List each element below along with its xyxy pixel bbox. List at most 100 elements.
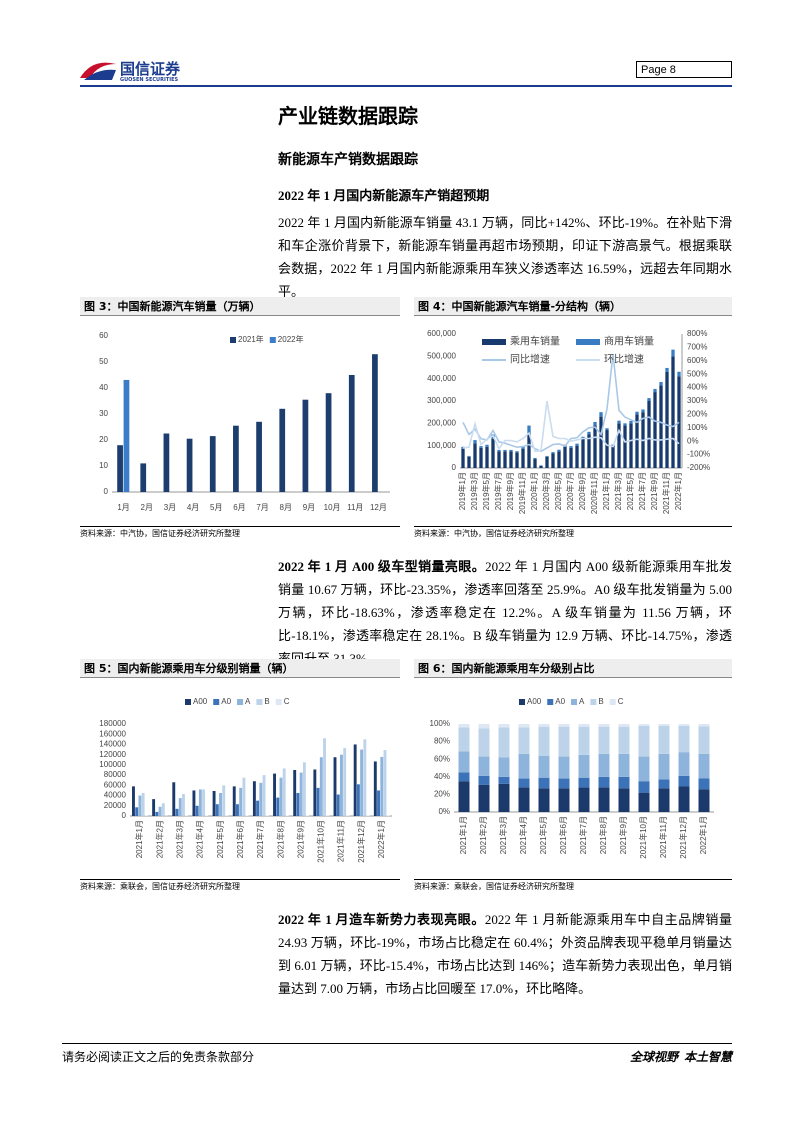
bar (380, 756, 384, 816)
x-tick-label: 2021年11月 (658, 816, 668, 858)
bar (458, 751, 470, 773)
bar (659, 382, 663, 386)
bar (491, 438, 495, 468)
bar (551, 453, 555, 468)
paragraph: 2022 年 1 月造车新势力表现亮眼。2022 年 1 月新能源乘用车中自主品… (278, 908, 732, 1000)
x-tick-label: 2020年11月 (589, 472, 599, 514)
bar (478, 775, 490, 785)
y-tick-label: 140000 (99, 740, 126, 749)
bar (282, 768, 286, 816)
bar (575, 443, 579, 446)
legend-swatch (576, 339, 600, 345)
bar (558, 756, 570, 779)
header-rule (80, 85, 732, 87)
bar (285, 815, 289, 816)
chart: 0 10 20 30 40 50 60 1月 2月 3月 4月 5月 6月 7月 8月 9月 10月 11月 12月… (99, 331, 390, 512)
legend-label: C (618, 697, 624, 706)
legend-label: A (245, 697, 251, 706)
bar (678, 752, 690, 776)
bar (638, 781, 650, 793)
bar (599, 412, 603, 417)
x-tick-label: 7月 (256, 503, 268, 512)
bar (363, 739, 367, 816)
bar (698, 753, 710, 779)
bar (671, 349, 675, 357)
x-tick-label: 10月 (324, 503, 341, 512)
bar (205, 815, 209, 816)
figure-title: 图 5：国内新能源乘用车分级别销量（辆） (80, 659, 400, 678)
x-tick-label: 2019年11月 (517, 472, 527, 514)
bar (192, 790, 196, 816)
bar (518, 787, 530, 812)
bar (599, 416, 603, 468)
bar (521, 449, 525, 468)
bar (635, 411, 639, 415)
y-tick-label: 120000 (99, 750, 126, 759)
legend-swatch (269, 337, 276, 343)
bar (698, 778, 710, 790)
legend-swatch (185, 699, 191, 705)
y-tick-label: 300,000 (427, 396, 456, 405)
subsection-title: 新能源车产销数据跟踪 (278, 153, 418, 168)
x-tick-label: 2019年1月 (457, 472, 467, 510)
x-tick-label: 2021年3月 (613, 472, 623, 510)
x-tick-label: 2019年5月 (481, 472, 491, 510)
x-tick-label: 2021年9月 (649, 472, 659, 510)
legend-swatch (213, 699, 220, 705)
bar (458, 724, 470, 728)
bar (533, 457, 537, 460)
y2-tick-label: 800% (687, 329, 707, 338)
bar (521, 446, 525, 450)
bar (665, 367, 669, 372)
x-tick-label: 2020年1月 (529, 472, 539, 510)
y-tick-label: 80% (434, 737, 450, 746)
y-tick-label: 10 (99, 461, 108, 470)
bar (326, 815, 330, 816)
bar (638, 724, 650, 726)
paragraph-text: 2022 年 1 月新能源乘用车中自主品牌销量 24.93 万辆，环比-19%，… (278, 912, 732, 996)
logo-name: 国信证券 (120, 60, 181, 78)
bar (658, 725, 670, 754)
bar (598, 776, 610, 788)
bar (377, 790, 380, 816)
bar (163, 433, 170, 492)
bar (518, 724, 530, 728)
bar (340, 754, 343, 816)
bar (325, 393, 332, 492)
bar (658, 788, 670, 812)
figure-source: 资料来源：中汽协，国信证券经济研究所整理 (414, 526, 732, 541)
bar (598, 726, 610, 754)
bar (259, 782, 263, 816)
x-tick-label: 2021年11月 (661, 472, 671, 514)
x-tick-label: 2021年10月 (638, 816, 648, 859)
bar (152, 799, 156, 816)
x-tick-label: 2021年7月 (255, 820, 265, 858)
bar (336, 794, 340, 816)
bar (473, 440, 477, 444)
x-tick-label: 2019年7月 (493, 472, 503, 510)
bar (348, 375, 355, 492)
bar (593, 425, 597, 468)
x-tick-label: 2021年7月 (637, 472, 647, 510)
bar (461, 449, 465, 468)
bar (545, 456, 549, 468)
x-tick-label: 2020年7月 (565, 472, 575, 510)
bar (539, 465, 543, 468)
bar (618, 753, 630, 777)
footer-left: 请务必阅读正文之后的免责条款部分 (62, 1050, 255, 1064)
heading: 2022 年 1 月国内新能源车产销超预期 (278, 188, 490, 203)
y-tick-label: 20 (99, 435, 108, 444)
bar (678, 775, 690, 787)
x-tick-label: 2021年9月 (295, 820, 305, 858)
bar (478, 784, 490, 812)
bar (578, 777, 590, 788)
x-tick-label: 11月 (347, 503, 363, 512)
bar (578, 754, 590, 778)
bar (677, 376, 681, 468)
bar (236, 804, 239, 816)
figure-title: 图 3：中国新能源汽车销量（万辆） (80, 297, 400, 316)
bar (265, 815, 269, 816)
bar (698, 789, 710, 812)
bar (671, 356, 675, 468)
